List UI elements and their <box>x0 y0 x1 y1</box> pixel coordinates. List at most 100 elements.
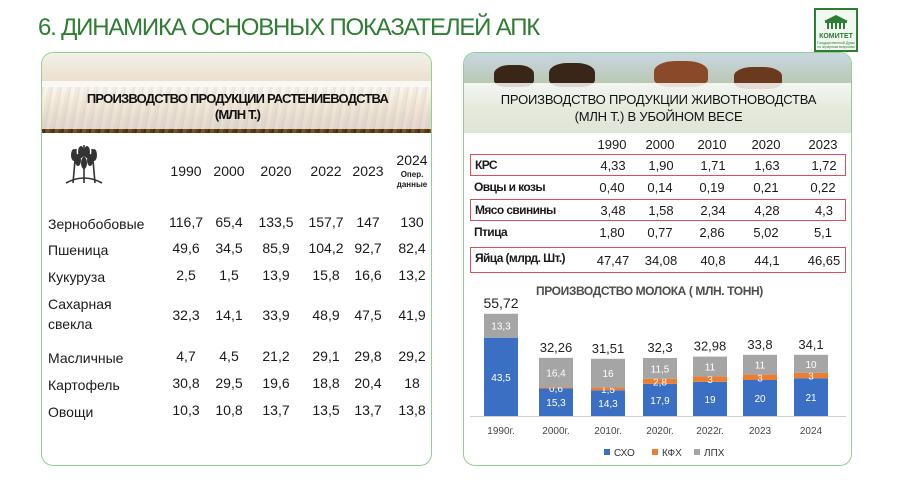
livestock-value: 4,28 <box>754 203 780 218</box>
milk-category-label: 2020г. <box>646 426 673 437</box>
livestock-value: 46,65 <box>807 253 841 268</box>
livestock-value: 0,77 <box>647 225 673 240</box>
milk-category-label: 2000г. <box>542 426 569 437</box>
legend-label: СХО <box>614 448 635 459</box>
milk-bar-ЛПХ-2000г. <box>539 357 573 388</box>
livestock-value: 5,1 <box>813 225 833 240</box>
crop-value: 92,7 <box>354 240 382 256</box>
milk-segment-label: 3 <box>757 373 763 384</box>
livestock-value: 0,19 <box>699 180 725 195</box>
crop-value: 10,3 <box>172 402 200 418</box>
crop-value: 14,1 <box>215 307 243 323</box>
crop-name: Зернобобовые <box>48 216 145 232</box>
crop-value: 20,4 <box>354 375 382 391</box>
wheat-field-banner: ПРОИЗВОДСТВО ПРОДУКЦИИ РАСТЕНИЕВОДСТВА (… <box>42 53 431 133</box>
crop-value: 4,7 <box>176 348 196 364</box>
crop-value: 130 <box>400 214 424 230</box>
milk-bar-СХО-1990г. <box>484 337 518 416</box>
legend-swatch <box>694 449 700 455</box>
livestock-year: 2023 <box>808 137 838 152</box>
crop-value: 13,7 <box>354 402 382 418</box>
milk-bar-КФХ-2000г. <box>539 387 573 389</box>
livestock-row: Мясо свинины 3,48 1,58 2,34 4,28 4,3 <box>470 199 846 221</box>
crop-value: 157,7 <box>308 214 344 230</box>
crop-value: 16,6 <box>354 267 382 283</box>
crop-name: Пшеница <box>48 242 109 258</box>
livestock-row: Овцы и козы 0,40 0,14 0,19 0,21 0,22 <box>470 177 846 199</box>
milk-segment-label: 13,3 <box>491 322 511 333</box>
crop-value: 13,7 <box>262 402 290 418</box>
crops-title: ПРОИЗВОДСТВО ПРОДУКЦИИ РАСТЕНИЕВОДСТВА (… <box>86 91 389 122</box>
livestock-value: 0,14 <box>647 180 673 195</box>
milk-total-label: 32,26 <box>540 340 573 355</box>
livestock-value: 44,1 <box>754 253 780 268</box>
milk-category-label: 2010г. <box>594 426 621 437</box>
crop-name: Сахарная свекла <box>48 296 112 332</box>
crop-value: 18,8 <box>312 375 340 391</box>
livestock-value: 0,40 <box>599 180 625 195</box>
legend-swatch <box>652 449 658 455</box>
crops-year-0: 1990 <box>170 163 202 179</box>
milk-segment-label: 16,4 <box>546 369 566 380</box>
livestock-value: 0,22 <box>810 180 836 195</box>
crop-value: 29,2 <box>398 348 426 364</box>
livestock-row: Птица 1,80 0,77 2,86 5,02 5,1 <box>470 222 846 244</box>
milk-bar-СХО-2024 <box>794 378 828 416</box>
crop-value: 13,2 <box>398 267 426 283</box>
milk-segment-label: 10 <box>805 360 817 371</box>
logo-subtext: Государственной Думы по аграрным вопроса… <box>817 41 855 49</box>
livestock-name: КРС <box>475 158 498 172</box>
crop-value: 133,5 <box>258 214 294 230</box>
livestock-row: Яйца (млрд. Шт.) 47,47 34,08 40,8 44,1 46,65 <box>470 247 846 273</box>
milk-bar-КФХ-2023 <box>743 374 777 380</box>
crop-value: 47,5 <box>354 307 382 323</box>
legend-item: ЛПХ <box>694 448 724 459</box>
milk-segment-label: 3 <box>808 372 814 383</box>
milk-segment-label: 0,6 <box>549 384 563 395</box>
livestock-year: 1990 <box>597 137 627 152</box>
livestock-value: 1,80 <box>599 225 625 240</box>
milk-bar-КФХ-2010г. <box>591 387 625 391</box>
milk-segment-label: 14,3 <box>598 399 618 410</box>
milk-chart: 43,5 13,3 55,72 1990г. 15,3 0,6 16,4 32,26 2000г… <box>470 295 846 437</box>
milk-bar-ЛПХ-2020г. <box>643 358 677 379</box>
milk-segment-label: 1,5 <box>601 385 615 396</box>
crop-value: 13,5 <box>312 402 340 418</box>
crops-year-2024: 2024 Опер. данные <box>396 152 428 189</box>
milk-total-label: 31,51 <box>592 341 625 356</box>
livestock-year: 2000 <box>645 137 675 152</box>
milk-chart-title: ПРОИЗВОДСТВО МОЛОКА ( МЛН. ТОНН) <box>536 284 763 298</box>
livestock-row: КРС 4,33 1,90 1,71 1,63 1,72 <box>470 154 846 176</box>
livestock-name: Яйца (млрд. Шт.) <box>475 251 566 265</box>
milk-segment-label: 2,8 <box>653 377 667 388</box>
legend-swatch <box>604 449 610 455</box>
crop-value: 2,5 <box>176 267 196 283</box>
wheat-icon <box>65 145 103 184</box>
milk-segment-label: 11 <box>705 363 716 374</box>
livestock-title: ПРОИЗВОДСТВО ПРОДУКЦИИ ЖИВОТНОВОДСТВА (М… <box>500 92 817 124</box>
legend-label: КФХ <box>662 448 682 459</box>
milk-bar-ЛПХ-2023 <box>743 354 777 375</box>
milk-bar-СХО-2023 <box>743 380 777 416</box>
page-title: 6. ДИНАМИКА ОСНОВНЫХ ПОКАЗАТЕЛЕЙ АПК <box>38 14 540 41</box>
crop-value: 29,1 <box>312 348 340 364</box>
milk-bar-ЛПХ-2024 <box>794 354 828 373</box>
livestock-value: 1,90 <box>648 158 674 173</box>
crop-value: 29,5 <box>215 375 243 391</box>
crop-value: 10,8 <box>215 402 243 418</box>
milk-segment-label: 43,5 <box>491 373 511 384</box>
crop-name: Картофель <box>48 377 120 393</box>
crop-value: 29,8 <box>354 348 382 364</box>
legend-item: КФХ <box>652 448 682 459</box>
crop-value: 82,4 <box>398 240 426 256</box>
milk-total-label: 34,1 <box>798 337 823 352</box>
crop-value: 34,5 <box>215 240 243 256</box>
livestock-value: 1,72 <box>811 158 837 173</box>
livestock-name: Птица <box>474 225 508 239</box>
legend-item: СХО <box>604 448 635 459</box>
milk-total-label: 55,72 <box>483 295 518 311</box>
crops-year-3: 2022 <box>310 163 342 179</box>
livestock-name: Мясо свинины <box>475 203 556 217</box>
milk-total-label: 33,8 <box>747 337 772 352</box>
livestock-year: 2010 <box>697 137 727 152</box>
